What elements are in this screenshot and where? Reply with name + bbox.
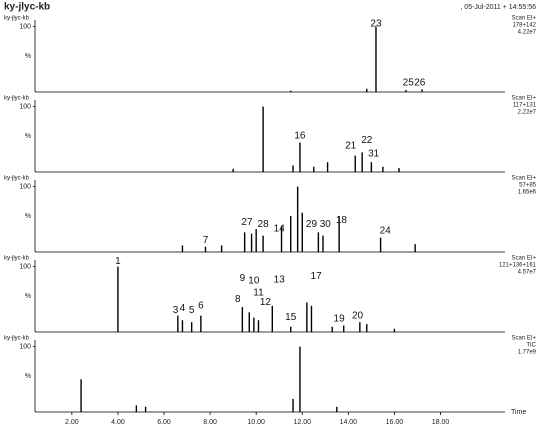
- peak-label: 12: [260, 297, 272, 308]
- peak-label: 5: [189, 305, 195, 316]
- figure-title: ky-jlyc-kb: [4, 2, 50, 13]
- peak-label: 8: [235, 294, 241, 305]
- y-tick-label: 100: [19, 23, 31, 30]
- peak-label: 31: [368, 148, 380, 159]
- peak-label: 10: [248, 276, 260, 287]
- x-tick-label: 10.00: [247, 419, 265, 426]
- peak-label: 19: [334, 314, 346, 325]
- peak-label: 28: [258, 219, 270, 230]
- panel-label: ky-jlyc-kb: [4, 336, 30, 342]
- panel-info: Scan EI+: [511, 96, 536, 102]
- peak-label: 15: [285, 312, 297, 323]
- y-tick-label: 100: [19, 263, 31, 270]
- x-tick-label: 8.00: [203, 419, 217, 426]
- peak-label: 13: [274, 274, 286, 285]
- peak-label: 1: [115, 256, 121, 267]
- peak-label: 18: [336, 215, 348, 226]
- x-axis-label: Time: [511, 409, 526, 416]
- x-tick-label: 4.00: [111, 419, 125, 426]
- x-tick-label: 16.00: [386, 419, 404, 426]
- x-tick-label: 6.00: [157, 419, 171, 426]
- peak-label: 22: [361, 135, 373, 146]
- peak-label: 17: [311, 271, 323, 282]
- y-tick-label: 100: [19, 343, 31, 350]
- peak-label: 23: [370, 19, 382, 30]
- y-axis-label: %: [25, 53, 31, 60]
- peak-label: 7: [203, 235, 209, 246]
- panel-info: Scan EI+: [511, 256, 536, 262]
- peak-label: 21: [345, 140, 357, 151]
- panel-info: 1.77e9: [518, 350, 537, 356]
- peak-label: 14: [274, 224, 286, 235]
- panel-info: Scan EI+: [511, 16, 536, 22]
- peak-label: 26: [414, 77, 426, 88]
- peak-label: 27: [241, 217, 253, 228]
- y-tick-label: 100: [19, 183, 31, 190]
- peak-label: 9: [240, 273, 246, 284]
- peak-label: 3: [173, 305, 179, 316]
- panel-info: Scan EI+: [511, 176, 536, 182]
- y-axis-label: %: [25, 213, 31, 220]
- peak-label: 29: [306, 219, 318, 230]
- x-tick-label: 14.00: [340, 419, 358, 426]
- panel-label: ky-jlyc-kb: [4, 16, 30, 22]
- panel-info: 4.22e7: [518, 30, 537, 36]
- peak-label: 24: [380, 226, 392, 237]
- peak-label: 30: [320, 219, 332, 230]
- panel-info: 57+85: [519, 183, 537, 189]
- panel-label: ky-jlyc-kb: [4, 176, 30, 182]
- x-tick-label: 18.00: [432, 419, 450, 426]
- panel-info: 1.65e6: [518, 190, 537, 196]
- panel-info: 2.22e7: [518, 110, 537, 116]
- acquisition-date: , 05-Jul-2011 + 14:55:56: [460, 4, 536, 11]
- panel-label: ky-jlyc-kb: [4, 96, 30, 102]
- panel-info: TIC: [526, 343, 536, 349]
- panel-info: 4.57e7: [518, 270, 537, 276]
- peak-label: 6: [198, 300, 204, 311]
- y-tick-label: 100: [19, 103, 31, 110]
- y-axis-label: %: [25, 373, 31, 380]
- x-tick-label: 2.00: [65, 419, 79, 426]
- panel-info: 178+142: [512, 23, 536, 29]
- panel-info: 117+131: [513, 103, 537, 109]
- peak-label: 4: [180, 303, 186, 314]
- peak-label: 20: [352, 310, 364, 321]
- y-axis-label: %: [25, 293, 31, 300]
- panel-label: ky-jlyc-kb: [4, 256, 30, 262]
- x-tick-label: 12.00: [293, 419, 311, 426]
- peak-label: 25: [403, 77, 415, 88]
- peak-label: 16: [294, 131, 306, 142]
- peak-label: 11: [253, 287, 264, 298]
- y-axis-label: %: [25, 133, 31, 140]
- panel-info: Scan EI+: [511, 336, 536, 342]
- panel-info: 121+136+161: [499, 263, 537, 269]
